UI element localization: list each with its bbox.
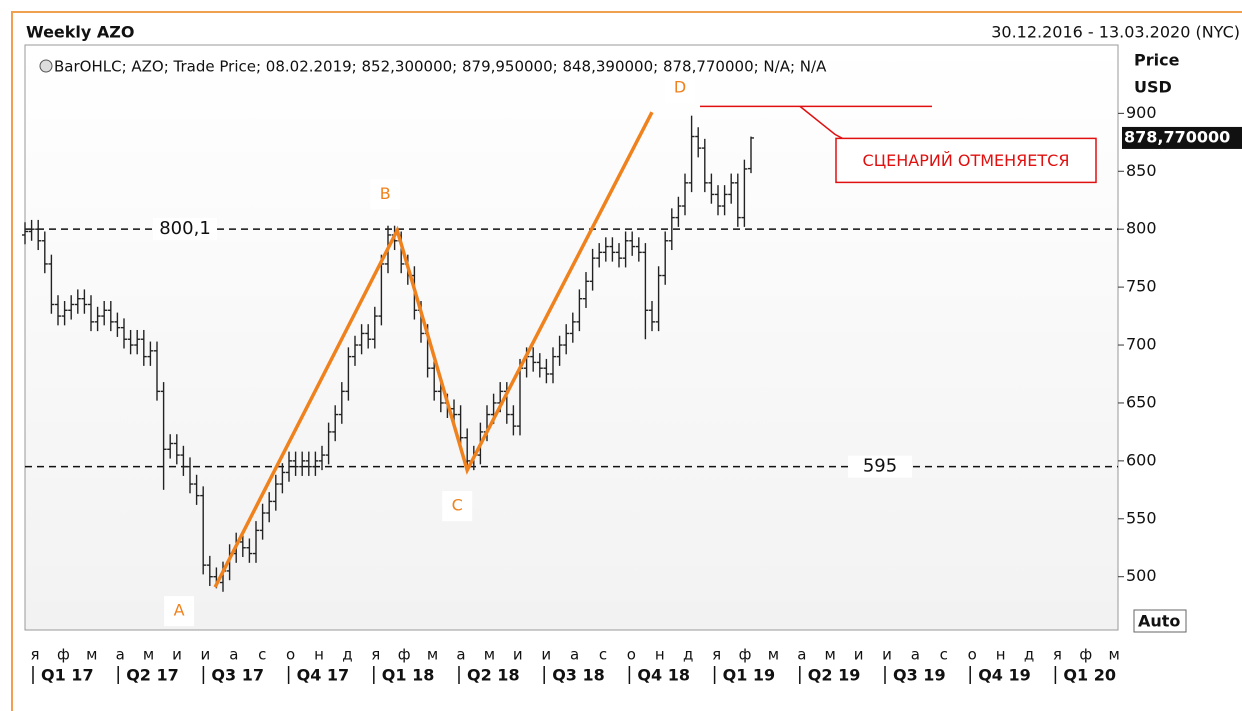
callout-label: СЦЕНАРИЙ ОТМЕНЯЕТСЯ xyxy=(863,151,1070,170)
x-month-label: м xyxy=(143,646,154,664)
x-month-label: я xyxy=(1053,646,1062,664)
x-month-label: с xyxy=(258,646,266,664)
pattern-label: A xyxy=(174,601,185,620)
frame xyxy=(11,11,1242,711)
x-month-label: о xyxy=(968,646,977,664)
pattern-line xyxy=(213,111,654,588)
x-month-label: ф xyxy=(1079,646,1092,664)
x-month-label: м xyxy=(768,646,779,664)
x-month-label: и xyxy=(201,646,211,664)
x-quarter-label: Q3 19 xyxy=(893,666,946,685)
x-month-label: а xyxy=(570,646,579,664)
y-axis-title: Price xyxy=(1134,51,1180,70)
x-quarter-label: Q2 17 xyxy=(126,666,179,685)
x-month-label: с xyxy=(940,646,948,664)
x-month-label: о xyxy=(286,646,295,664)
x-month-label: а xyxy=(456,646,465,664)
pattern-label: D xyxy=(674,78,686,97)
date-range: 30.12.2016 - 13.03.2020 (NYC) xyxy=(991,23,1240,42)
callout-box xyxy=(835,137,1097,184)
pattern-label: C xyxy=(452,496,463,515)
x-quarter-label: Q2 18 xyxy=(467,666,520,685)
x-month-label: я xyxy=(371,646,380,664)
pattern-label: B xyxy=(380,184,391,203)
y-axis-title: USD xyxy=(1134,78,1172,97)
y-tick-label: 650 xyxy=(1126,392,1157,411)
level-label-bg xyxy=(848,455,912,478)
x-month-label: а xyxy=(116,646,125,664)
last-price-label: 878,770000 xyxy=(1124,127,1230,146)
x-month-label: а xyxy=(229,646,238,664)
x-quarter-label: Q1 20 xyxy=(1063,666,1116,685)
pattern-label-bg xyxy=(370,179,401,210)
x-quarter-label: Q1 17 xyxy=(41,666,94,685)
y-tick-label: 750 xyxy=(1126,277,1157,296)
x-month-label: ф xyxy=(398,646,411,664)
y-tick-label: 550 xyxy=(1126,508,1157,527)
level-label: 595 xyxy=(863,456,897,477)
y-tick-label: 900 xyxy=(1126,103,1157,122)
x-quarter-label: Q2 19 xyxy=(808,666,861,685)
pattern-label-bg xyxy=(164,596,195,627)
x-month-label: д xyxy=(342,646,352,664)
x-month-label: н xyxy=(314,646,324,664)
x-month-label: а xyxy=(911,646,920,664)
x-month-label: м xyxy=(825,646,836,664)
x-month-label: м xyxy=(1109,646,1120,664)
x-quarter-label: Q4 17 xyxy=(297,666,350,685)
x-quarter-label: Q1 19 xyxy=(723,666,776,685)
pattern-label-bg xyxy=(665,73,695,104)
scale-mode[interactable]: Auto xyxy=(1138,612,1180,631)
x-month-label: ф xyxy=(57,646,70,664)
x-quarter-label: Q4 19 xyxy=(978,666,1031,685)
chart-title: Weekly AZO xyxy=(26,23,135,42)
legend: BarOHLC; AZO; Trade Price; 08.02.2019; 8… xyxy=(54,58,827,76)
x-month-label: я xyxy=(712,646,721,664)
last-price-box xyxy=(1122,126,1242,149)
y-tick-label: 500 xyxy=(1126,566,1157,585)
x-month-label: н xyxy=(655,646,665,664)
x-month-label: н xyxy=(996,646,1006,664)
x-month-label: д xyxy=(683,646,693,664)
legend-icon xyxy=(39,59,53,73)
x-month-label: я xyxy=(30,646,39,664)
x-month-label: а xyxy=(797,646,806,664)
y-tick-label: 700 xyxy=(1126,335,1157,354)
scale-mode-box[interactable] xyxy=(1133,609,1187,633)
x-quarter-label: Q4 18 xyxy=(637,666,690,685)
x-month-label: м xyxy=(484,646,495,664)
x-month-label: д xyxy=(1024,646,1034,664)
x-month-label: и xyxy=(541,646,551,664)
level-label-bg xyxy=(153,218,217,241)
x-quarter-label: Q3 17 xyxy=(211,666,264,685)
x-month-label: с xyxy=(599,646,607,664)
x-quarter-label: Q1 18 xyxy=(382,666,435,685)
x-month-label: и xyxy=(513,646,523,664)
y-tick-label: 800 xyxy=(1126,219,1157,238)
level-label: 800,1 xyxy=(159,218,211,239)
x-month-label: и xyxy=(882,646,892,664)
x-quarter-label: Q3 18 xyxy=(552,666,605,685)
x-month-label: и xyxy=(172,646,182,664)
x-month-label: м xyxy=(86,646,97,664)
x-month-label: м xyxy=(427,646,438,664)
pattern-label-bg xyxy=(442,491,473,522)
x-month-label: и xyxy=(854,646,864,664)
plot-area xyxy=(24,44,1119,631)
x-month-label: о xyxy=(627,646,636,664)
y-tick-label: 600 xyxy=(1126,450,1157,469)
x-month-label: ф xyxy=(739,646,752,664)
y-tick-label: 850 xyxy=(1126,161,1157,180)
